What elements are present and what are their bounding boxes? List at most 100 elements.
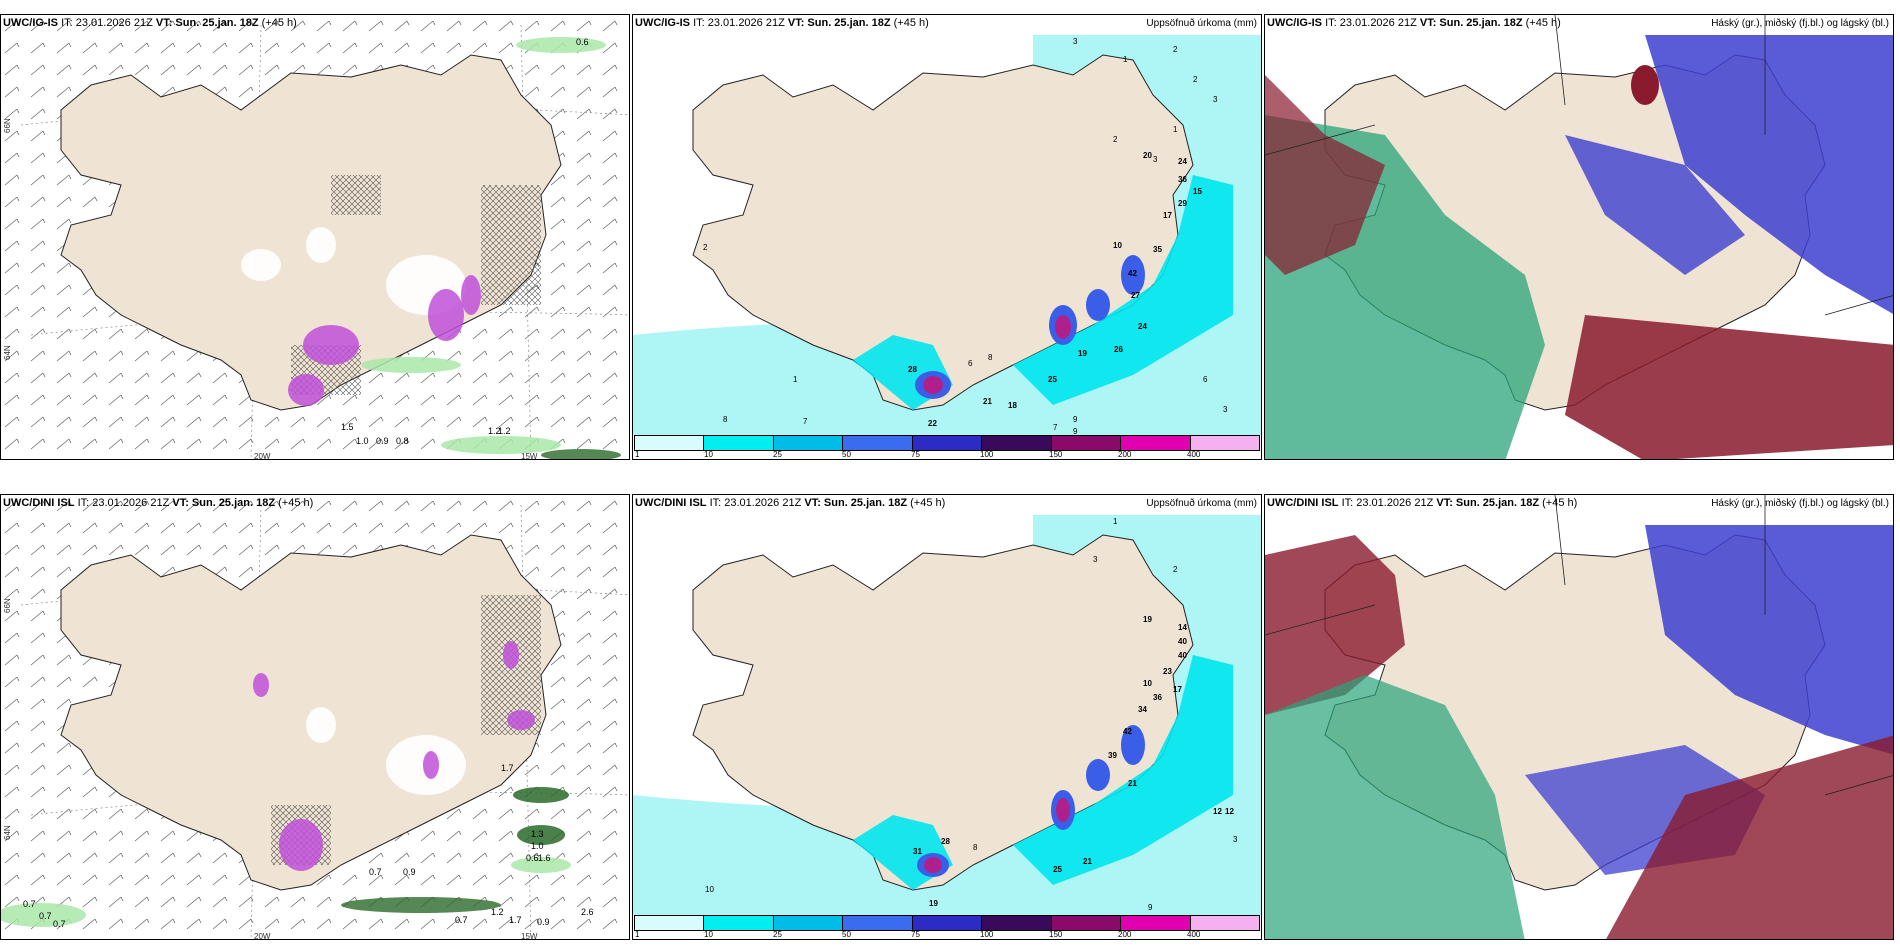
panel-title: UWC/IG-IS IT: 23.01.2026 21Z VT: Sun. 25… [3, 17, 297, 29]
legend-swatch [704, 916, 774, 930]
lead-time: (+45 h) [893, 17, 929, 29]
valid-time: Sun. 25.jan. 18Z [807, 17, 891, 29]
legend-swatch [1190, 916, 1259, 930]
precip-value: 9 [1073, 427, 1078, 436]
precip-value: 28 [908, 365, 917, 374]
lon-label-20w: 20W [254, 932, 271, 940]
valid-label: VT: [172, 497, 189, 509]
precip-value: 2 [703, 243, 708, 252]
legend-label: 200 [1118, 930, 1132, 939]
legend-swatch [1190, 436, 1259, 450]
map-panel-dini-clouds: UWC/DINI ISL IT: 23.01.2026 21Z VT: Sun.… [1264, 494, 1894, 940]
init-time: IT: 23.01.2026 21Z [1341, 497, 1434, 509]
legend-label: 400 [1187, 930, 1201, 939]
precip-value: 42 [1123, 727, 1132, 736]
precip-value: 29 [1178, 199, 1187, 208]
precip-value: 40 [1178, 651, 1187, 660]
lead-time: (+45 h) [261, 17, 297, 29]
panel-variable-title: Háský (gr.), miðský (fj.bl.) og lágský (… [1711, 498, 1889, 509]
cloud-map [1265, 15, 1893, 459]
precip-value: 6 [1203, 375, 1208, 384]
model-name: UWC/DINI ISL [1267, 497, 1339, 509]
precip-value: 2 [1173, 45, 1178, 54]
wind-value: 0.7 [53, 919, 66, 929]
precip-value: 10 [1113, 241, 1122, 250]
wind-value: 0.9 [403, 867, 416, 877]
legend-label: 50 [842, 930, 851, 939]
legend-label: 25 [773, 930, 782, 939]
legend-swatch [635, 916, 705, 930]
precip-value: 2 [1113, 135, 1118, 144]
panel-title: UWC/DINI ISL IT: 23.01.2026 21Z VT: Sun.… [1267, 497, 1577, 509]
precip-value: 3 [1213, 95, 1218, 104]
legend-swatch [982, 436, 1052, 450]
legend-swatch [704, 436, 774, 450]
legend-swatch [1051, 916, 1122, 930]
wind-value: 0.6 [526, 853, 539, 863]
legend-label: 75 [911, 930, 920, 939]
precip-value: 3 [1223, 405, 1228, 414]
wind-value: 0.9 [537, 917, 550, 927]
legend-swatch [843, 436, 913, 450]
valid-label: VT: [804, 497, 821, 509]
legend-swatch [912, 916, 983, 930]
valid-time: Sun. 25.jan. 18Z [1455, 497, 1540, 509]
panel-variable-title: Uppsöfnuð úrkoma (mm) [1146, 498, 1257, 509]
precip-value: 24 [1138, 322, 1147, 331]
precip-value: 2 [1193, 75, 1198, 84]
precip-value: 35 [1153, 245, 1162, 254]
wind-map [1, 15, 629, 459]
precip-value: 39 [1108, 751, 1117, 760]
valid-time: Sun. 25.jan. 18Z [1439, 17, 1523, 29]
precip-value: 8 [973, 843, 978, 852]
precip-value: 31 [913, 847, 922, 856]
precip-map [633, 515, 1261, 915]
lon-label-20w: 20W [254, 452, 271, 460]
wind-value: 0.7 [23, 899, 36, 909]
map-panel-igis-precip: UWC/IG-IS IT: 23.01.2026 21Z VT: Sun. 25… [632, 14, 1262, 460]
precip-value: 3 [1153, 155, 1158, 164]
precip-value: 36 [1178, 175, 1187, 184]
lat-label-66n: 66N [3, 118, 12, 133]
precip-value: 1 [793, 375, 798, 384]
valid-label: VT: [155, 17, 173, 29]
init-time: IT: 23.01.2026 21Z [61, 17, 153, 29]
legend-label: 25 [773, 450, 782, 459]
precip-value: 7 [1053, 423, 1058, 432]
map-panel-igis-clouds: UWC/IG-IS IT: 23.01.2026 21Z VT: Sun. 25… [1264, 14, 1894, 460]
model-name: UWC/DINI ISL [635, 497, 707, 509]
precip-value: 15 [1193, 187, 1202, 196]
legend-label: 10 [704, 930, 713, 939]
legend-swatch [773, 436, 844, 450]
valid-label: VT: [1419, 17, 1437, 29]
precip-value: 9 [1148, 903, 1153, 912]
legend-label: 400 [1187, 450, 1201, 459]
model-name: UWC/DINI ISL [3, 497, 75, 509]
wind-value: 1.2 [498, 426, 511, 436]
precip-value: 24 [1178, 157, 1187, 166]
wind-value: 2.6 [581, 907, 594, 917]
precip-value: 19 [1078, 349, 1087, 358]
wind-value: 1.6 [538, 853, 551, 863]
wind-value: 1.0 [531, 841, 544, 851]
init-time: IT: 23.01.2026 21Z [709, 497, 802, 509]
precip-value: 9 [1073, 415, 1078, 424]
lead-time: (+45 h) [278, 497, 314, 509]
precip-value: 28 [941, 837, 950, 846]
legend-swatch [635, 436, 705, 450]
valid-time: Sun. 25.jan. 18Z [191, 497, 276, 509]
precip-value: 3 [1233, 835, 1238, 844]
legend-label: 50 [842, 450, 851, 459]
wind-value: 0.8 [396, 436, 409, 446]
legend-swatch [982, 916, 1052, 930]
legend-label: 150 [1049, 930, 1063, 939]
precip-value: 10 [705, 885, 714, 894]
precip-value: 1 [1173, 125, 1178, 134]
wind-map [1, 495, 629, 939]
panel-variable-title: Háský (gr.), miðský (fj.bl.) og lágský (… [1711, 18, 1889, 29]
legend-swatch [1121, 916, 1191, 930]
wind-value: 1.5 [341, 422, 354, 432]
wind-value: 1.2 [491, 907, 504, 917]
valid-label: VT: [787, 17, 805, 29]
panel-variable-title: Uppsöfnuð úrkoma (mm) [1146, 18, 1257, 29]
